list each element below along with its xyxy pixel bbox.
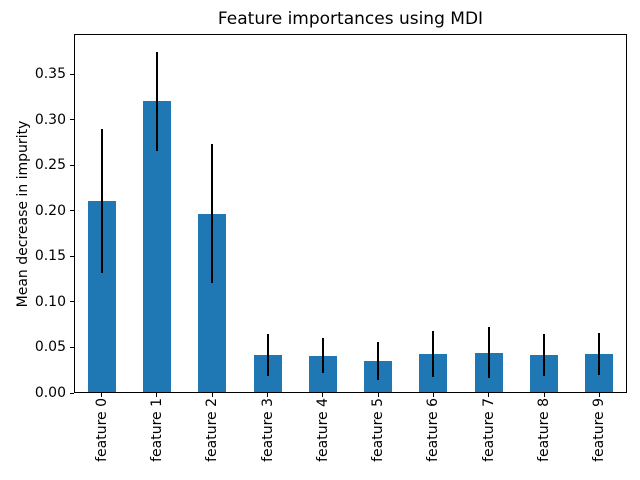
error-bar bbox=[432, 331, 435, 377]
y-tick-label: 0.35 bbox=[34, 66, 66, 83]
x-tick-label: feature 8 bbox=[536, 398, 553, 462]
x-tick-mark bbox=[322, 393, 324, 397]
x-tick-mark bbox=[156, 393, 158, 397]
x-tick-mark bbox=[267, 393, 269, 397]
x-tick-mark bbox=[598, 393, 600, 397]
x-tick-label: feature 7 bbox=[480, 398, 497, 462]
y-tick-mark bbox=[70, 255, 74, 257]
x-tick-label: feature 5 bbox=[370, 398, 387, 462]
error-bar bbox=[487, 327, 490, 379]
error-bar bbox=[543, 333, 546, 376]
x-tick-label: feature 9 bbox=[591, 398, 608, 462]
error-bar bbox=[211, 144, 214, 283]
y-tick-label: 0.05 bbox=[34, 339, 66, 356]
y-tick-label: 0.30 bbox=[34, 111, 66, 128]
y-tick-mark bbox=[70, 119, 74, 121]
y-tick-label: 0.20 bbox=[34, 202, 66, 219]
y-tick-label: 0.15 bbox=[34, 248, 66, 265]
x-tick-mark bbox=[211, 393, 213, 397]
error-bar bbox=[321, 338, 324, 373]
y-tick-mark bbox=[70, 392, 74, 394]
y-tick-mark bbox=[70, 164, 74, 166]
x-tick-label: feature 6 bbox=[425, 398, 442, 462]
x-tick-mark bbox=[543, 393, 545, 397]
x-tick-mark bbox=[101, 393, 103, 397]
error-bar bbox=[155, 52, 158, 151]
y-tick-mark bbox=[70, 346, 74, 348]
x-tick-mark bbox=[488, 393, 490, 397]
x-tick-mark bbox=[377, 393, 379, 397]
y-tick-label: 0.00 bbox=[34, 385, 66, 401]
x-tick-label: feature 1 bbox=[148, 398, 165, 462]
x-tick-label: feature 2 bbox=[204, 398, 221, 462]
chart-title: Feature importances using MDI bbox=[217, 9, 484, 29]
x-tick-label: feature 4 bbox=[314, 398, 331, 462]
y-tick-label: 0.10 bbox=[34, 293, 66, 310]
error-bar bbox=[598, 332, 601, 375]
y-tick-mark bbox=[70, 301, 74, 303]
error-bar bbox=[377, 341, 380, 381]
x-tick-mark bbox=[432, 393, 434, 397]
x-tick-label: feature 0 bbox=[93, 398, 110, 462]
y-tick-mark bbox=[70, 210, 74, 212]
error-bar bbox=[100, 128, 103, 273]
y-tick-label: 0.25 bbox=[34, 157, 66, 174]
error-bar bbox=[266, 333, 269, 376]
y-tick-mark bbox=[70, 73, 74, 75]
x-tick-label: feature 3 bbox=[259, 398, 276, 462]
